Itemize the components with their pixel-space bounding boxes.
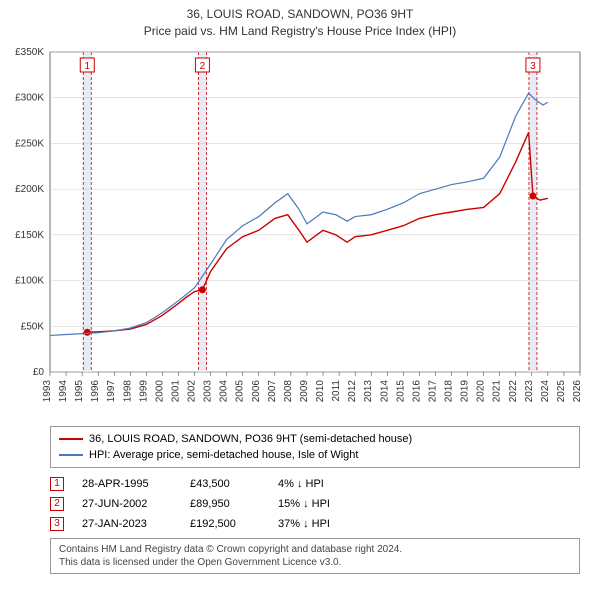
y-tick-label: £0 [33,367,45,378]
x-tick-label: 2025 [556,379,567,402]
title-subtitle: Price paid vs. HM Land Registry's House … [0,23,600,40]
event-number-marker: 2 [50,497,64,511]
title-block: 36, LOUIS ROAD, SANDOWN, PO36 9HT Price … [0,0,600,42]
x-tick-label: 2023 [524,379,535,402]
x-tick-label: 2022 [508,379,519,402]
footer-line-2: This data is licensed under the Open Gov… [59,556,571,569]
legend-swatch [59,454,83,456]
x-tick-label: 1998 [122,379,133,402]
x-tick-label: 1997 [106,379,117,402]
event-date: 28-APR-1995 [82,478,172,490]
y-tick-label: £100K [15,275,44,286]
x-tick-label: 2017 [427,379,438,402]
y-tick-label: £300K [15,92,44,103]
event-price: £192,500 [190,518,260,530]
event-price: £43,500 [190,478,260,490]
x-tick-label: 2020 [476,379,487,402]
y-tick-label: £350K [15,47,44,58]
attribution-footer: Contains HM Land Registry data © Crown c… [50,538,580,574]
legend-item: HPI: Average price, semi-detached house,… [59,447,571,463]
price-chart: 1 2 3 £0 £50K £100K £150K £200K £250K £300K £350K 1… [0,42,600,422]
event-row: 1 28-APR-1995 £43,500 4% ↓ HPI [50,474,580,494]
event-marker-3: 3 [530,61,536,72]
event-row: 3 27-JAN-2023 £192,500 37% ↓ HPI [50,514,580,534]
event-pct-vs-hpi: 37% ↓ HPI [278,518,388,530]
title-address: 36, LOUIS ROAD, SANDOWN, PO36 9HT [0,6,600,23]
x-tick-label: 2026 [572,379,583,402]
x-tick-label: 2003 [203,379,214,402]
x-tick-label: 1995 [74,379,85,402]
event-number-marker: 1 [50,477,64,491]
legend-item: 36, LOUIS ROAD, SANDOWN, PO36 9HT (semi-… [59,431,571,447]
x-tick-label: 2021 [492,379,503,402]
x-tick-label: 2009 [299,379,310,402]
event-marker-2: 2 [200,61,206,72]
x-tick-label: 2012 [347,379,358,402]
legend: 36, LOUIS ROAD, SANDOWN, PO36 9HT (semi-… [50,426,580,468]
x-tick-label: 2024 [540,379,551,402]
x-tick-label: 2018 [444,379,455,402]
x-tick-label: 2006 [251,379,262,402]
x-tick-label: 1994 [58,379,69,402]
x-tick-label: 2015 [395,379,406,402]
event-pct-vs-hpi: 4% ↓ HPI [278,478,388,490]
event-row: 2 27-JUN-2002 £89,950 15% ↓ HPI [50,494,580,514]
x-tick-label: 2019 [460,379,471,402]
y-tick-label: £250K [15,138,44,149]
series-dot [529,192,536,199]
x-tick-label: 2011 [331,379,342,401]
series-dot [199,286,206,293]
y-tick-label: £50K [21,321,45,332]
event-date: 27-JUN-2002 [82,498,172,510]
x-tick-label: 2010 [315,379,326,402]
event-pct-vs-hpi: 15% ↓ HPI [278,498,388,510]
y-tick-label: £150K [15,229,44,240]
event-price: £89,950 [190,498,260,510]
chart-area: 1 2 3 £0 £50K £100K £150K £200K £250K £300K £350K 1… [0,42,600,422]
event-table: 1 28-APR-1995 £43,500 4% ↓ HPI 2 27-JUN-2002 £… [50,474,580,534]
x-tick-label: 2001 [170,379,181,402]
x-tick-label: 2004 [219,379,230,402]
x-tick-label: 2016 [411,379,422,402]
event-marker-1: 1 [84,61,90,72]
event-date: 27-JAN-2023 [82,518,172,530]
x-tick-label: 1996 [90,379,101,402]
y-tick-label: £200K [15,184,44,195]
x-tick-label: 2002 [187,379,198,402]
legend-label: 36, LOUIS ROAD, SANDOWN, PO36 9HT (semi-… [89,433,412,445]
x-tick-label: 1999 [138,379,149,402]
footer-line-1: Contains HM Land Registry data © Crown c… [59,543,571,556]
legend-label: HPI: Average price, semi-detached house,… [89,449,358,461]
event-number-marker: 3 [50,517,64,531]
x-tick-label: 2008 [283,379,294,402]
series-dot [84,328,91,335]
legend-swatch [59,438,83,440]
x-tick-label: 2000 [154,379,165,402]
x-tick-label: 2014 [379,379,390,402]
x-tick-label: 2005 [235,379,246,402]
x-tick-label: 2007 [267,379,278,402]
x-tick-label: 2013 [363,379,374,402]
x-tick-label: 1993 [42,379,53,402]
